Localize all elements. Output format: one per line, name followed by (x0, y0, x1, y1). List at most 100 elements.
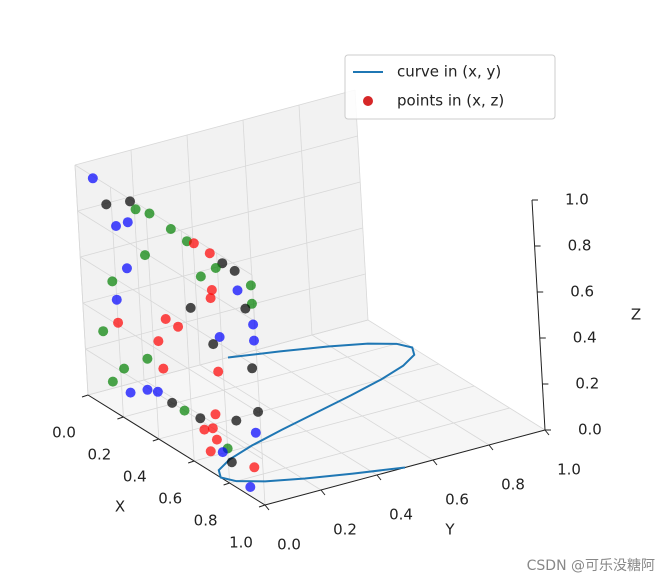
point (213, 366, 224, 377)
point (214, 332, 225, 342)
grid-line (79, 256, 258, 368)
point (208, 339, 219, 350)
grid-line (74, 164, 253, 276)
point (250, 427, 261, 438)
grid-line (229, 407, 510, 484)
point (152, 386, 163, 397)
y-tick-label: 0.2 (333, 521, 357, 539)
point (98, 326, 109, 337)
y-tick-label: 1.0 (557, 461, 581, 479)
z-tick-label: 0.8 (568, 237, 592, 255)
y-axis-label: Y (444, 521, 455, 539)
point (142, 353, 153, 364)
point (130, 204, 141, 215)
x-tick (152, 438, 159, 442)
y-tick-label: 0.4 (389, 506, 413, 524)
legend-label: points in (x, z) (397, 92, 504, 110)
point (217, 447, 228, 458)
grid-line (367, 319, 546, 431)
point (253, 406, 264, 417)
y-tick (544, 429, 550, 436)
grid-line (180, 230, 195, 462)
y-tick-label: 0.8 (501, 476, 525, 494)
z-axis (531, 199, 546, 431)
y-tick (376, 474, 382, 481)
point (245, 482, 256, 492)
point (207, 423, 218, 434)
point (121, 263, 132, 274)
x-tick (258, 504, 266, 508)
x-tick-label: 1.0 (229, 534, 253, 552)
grid-line (82, 302, 261, 414)
point (113, 317, 124, 328)
grid-line (354, 89, 369, 321)
grid-line (311, 334, 490, 446)
x-tick (117, 416, 124, 420)
z-tick-label: 0.4 (573, 329, 597, 347)
grid-line (74, 89, 356, 166)
point (144, 208, 155, 219)
point (249, 462, 260, 473)
point (248, 319, 259, 330)
point (125, 196, 135, 207)
z-tick-label: 1.0 (565, 191, 589, 209)
x-tick (81, 394, 89, 398)
point (160, 314, 171, 324)
grid-line (255, 349, 434, 461)
point (185, 302, 196, 313)
grid-line (194, 385, 475, 462)
point (247, 363, 258, 374)
point (205, 446, 216, 457)
z-tick-label: 0.6 (570, 283, 594, 301)
grid-line (77, 135, 358, 212)
grid-line (77, 210, 255, 322)
point (232, 285, 243, 296)
point (240, 303, 251, 314)
x-tick-label: 0.2 (87, 446, 111, 464)
x-tick (223, 482, 230, 486)
x-tick-label: 0.4 (123, 468, 147, 486)
z-tick-label: 0.2 (575, 375, 599, 393)
point (231, 415, 242, 426)
y-tick-label: 0.0 (277, 536, 301, 554)
point (210, 263, 221, 273)
point (245, 280, 256, 291)
point (165, 224, 176, 234)
point (211, 434, 222, 445)
x-axis-label: X (115, 498, 125, 516)
grid-line (130, 149, 145, 381)
legend-label: curve in (x, y) (397, 63, 501, 81)
point (229, 265, 240, 276)
y-tick (264, 504, 270, 511)
legend-marker (363, 96, 373, 106)
y-tick-label: 0.6 (445, 491, 469, 509)
point (206, 285, 217, 295)
grid-line (80, 181, 361, 258)
z-axis-label: Z (631, 306, 641, 324)
point (119, 363, 130, 374)
y-tick (432, 459, 438, 466)
grid-line (199, 364, 378, 476)
y-tick (320, 489, 326, 496)
watermark: CSDN @可乐没糖阿 (527, 558, 655, 574)
x-tick-label: 0.0 (52, 424, 76, 442)
point (210, 409, 221, 420)
z-tick-label: 0.0 (578, 421, 602, 439)
legend-box (344, 54, 556, 120)
grid-line (145, 208, 160, 440)
point (158, 363, 169, 374)
point (195, 271, 206, 282)
point (107, 276, 118, 287)
point (199, 424, 210, 435)
x-tick (188, 460, 195, 464)
point (205, 293, 216, 304)
grid-line (74, 164, 89, 396)
point (101, 199, 112, 210)
x-tick-label: 0.6 (158, 490, 182, 508)
point (111, 221, 122, 231)
point (173, 321, 184, 332)
point (153, 336, 164, 347)
pane-back (75, 90, 368, 395)
point (226, 457, 237, 468)
